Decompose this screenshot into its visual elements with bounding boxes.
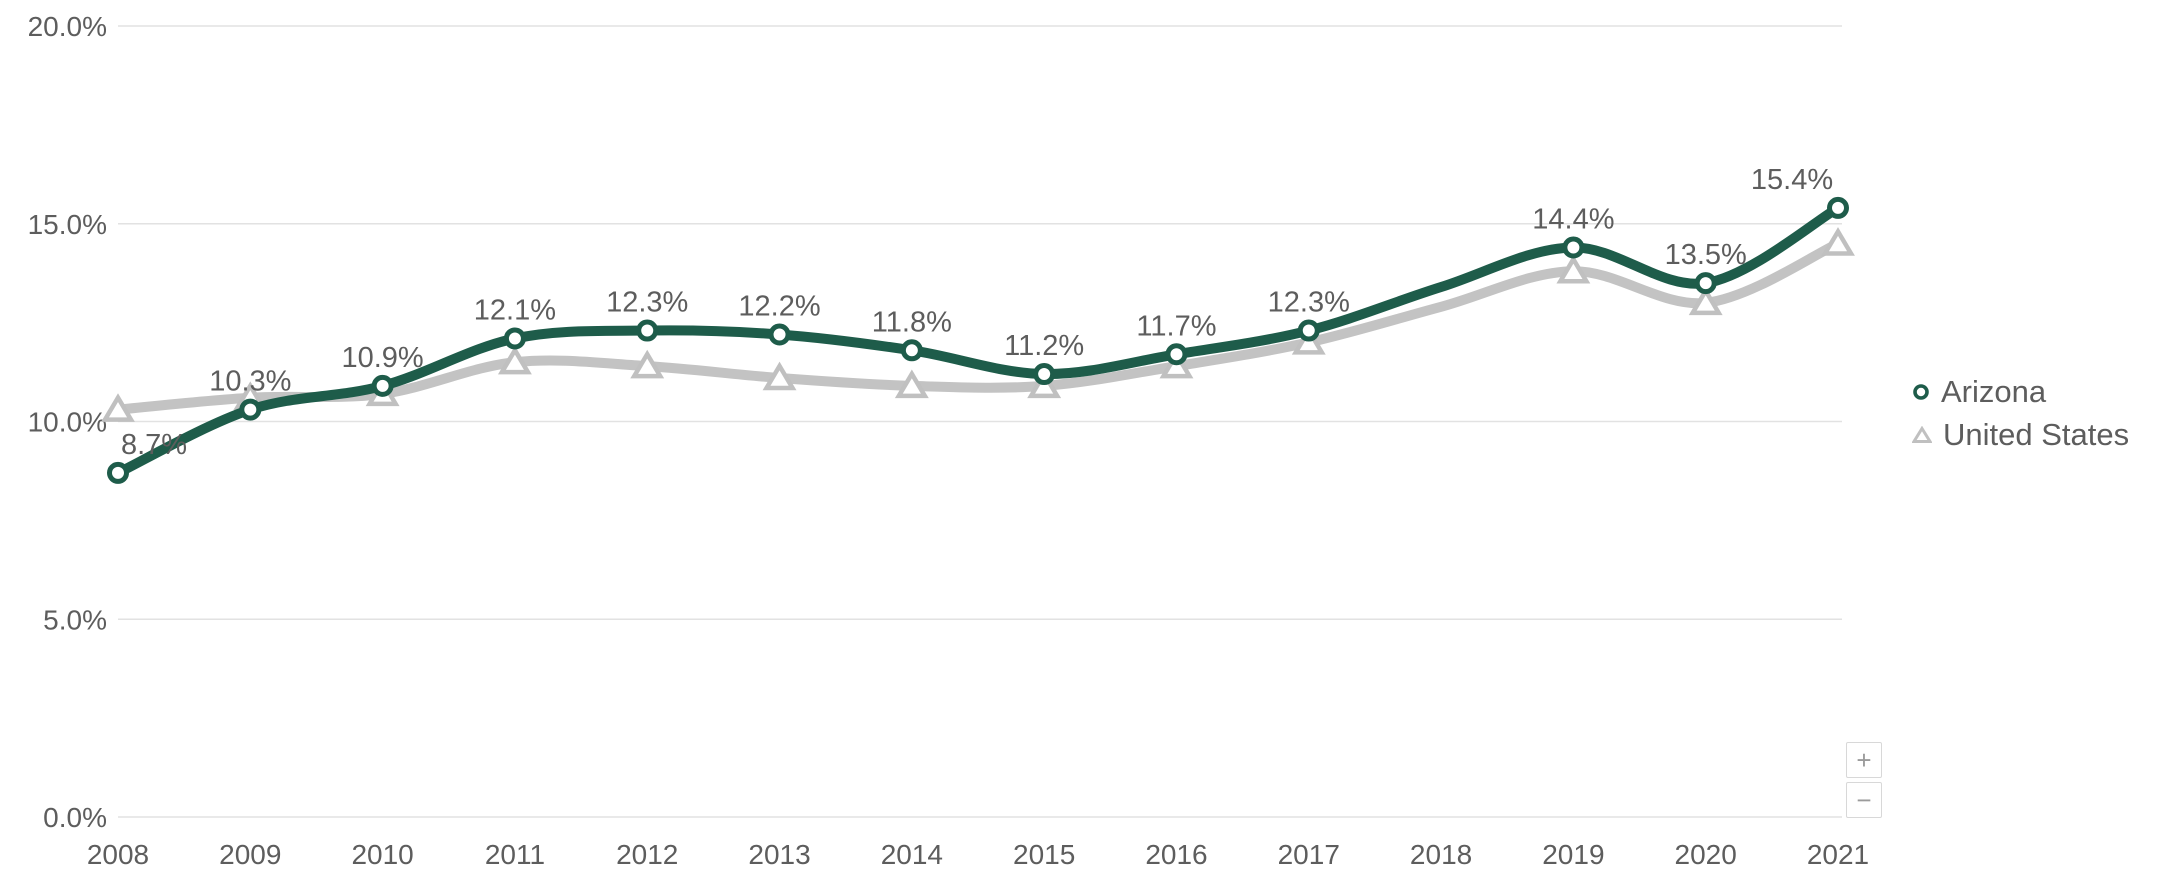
y-tick-label: 0.0% (43, 802, 107, 833)
x-tick-label: 2014 (881, 839, 943, 870)
arizona-marker[interactable] (503, 327, 526, 350)
x-tick-label: 2021 (1807, 839, 1869, 870)
arizona-data-label: 11.7% (1136, 310, 1216, 342)
us-marker[interactable] (762, 361, 797, 391)
zoom-out-button[interactable]: − (1846, 782, 1882, 818)
arizona-data-label: 11.8% (872, 306, 952, 338)
x-tick-label: 2011 (485, 839, 545, 870)
zoom-in-button[interactable]: + (1846, 742, 1882, 778)
us-marker[interactable] (1821, 227, 1855, 256)
y-tick-label: 20.0% (28, 11, 107, 42)
us-marker[interactable] (1556, 254, 1591, 284)
arizona-marker[interactable] (900, 339, 923, 362)
y-tick-label: 10.0% (28, 407, 107, 438)
x-tick-label: 2015 (1013, 839, 1075, 870)
legend-item-arizona[interactable]: Arizona (1912, 374, 2129, 410)
x-tick-label: 2009 (219, 839, 281, 870)
arizona-marker[interactable] (1827, 196, 1849, 219)
arizona-marker[interactable] (1297, 319, 1320, 342)
arizona-marker[interactable] (1562, 236, 1585, 259)
arizona-data-label: 8.7% (121, 429, 187, 461)
y-tick-label: 15.0% (28, 209, 107, 240)
arizona-data-label: 10.3% (209, 366, 291, 398)
arizona-data-label: 10.9% (341, 342, 423, 374)
us-marker[interactable] (630, 349, 665, 379)
arizona-data-label: 12.1% (474, 294, 556, 326)
arizona-marker[interactable] (371, 374, 394, 397)
arizona-data-label: 12.2% (738, 290, 820, 322)
arizona-marker[interactable] (1033, 363, 1056, 386)
us-marker[interactable] (1688, 286, 1723, 316)
x-tick-label: 2019 (1542, 839, 1604, 870)
x-tick-label: 2016 (1145, 839, 1207, 870)
arizona-data-label: 12.3% (1268, 287, 1350, 319)
arizona-marker[interactable] (1165, 343, 1188, 366)
arizona-marker[interactable] (107, 461, 129, 484)
x-tick-label: 2008 (87, 839, 149, 870)
arizona-data-label: 13.5% (1665, 239, 1747, 271)
arizona-marker[interactable] (1694, 272, 1717, 295)
arizona-data-label: 12.3% (606, 287, 688, 319)
arizona-marker[interactable] (768, 323, 791, 346)
legend-item-united-states[interactable]: United States (1912, 417, 2129, 453)
legend: Arizona United States (1912, 374, 2129, 453)
x-tick-label: 2020 (1675, 839, 1737, 870)
x-tick-label: 2018 (1410, 839, 1472, 870)
x-tick-label: 2013 (748, 839, 810, 870)
x-tick-label: 2010 (351, 839, 413, 870)
triangle-marker-icon (1912, 426, 1932, 443)
x-tick-label: 2012 (616, 839, 678, 870)
us-marker[interactable] (497, 345, 532, 375)
arizona-data-label: 11.2% (1004, 330, 1084, 362)
us-marker[interactable] (101, 393, 135, 422)
y-tick-label: 5.0% (43, 604, 107, 635)
x-tick-label: 2017 (1278, 839, 1340, 870)
us-marker[interactable] (894, 369, 929, 399)
legend-label-united-states: United States (1943, 417, 2130, 452)
legend-label-arizona: Arizona (1941, 374, 2047, 409)
arizona-data-label: 15.4% (1751, 164, 1833, 196)
arizona-marker[interactable] (239, 398, 262, 421)
arizona-data-label: 14.4% (1532, 203, 1614, 235)
circle-marker-icon (1913, 384, 1929, 400)
arizona-marker[interactable] (636, 319, 659, 342)
